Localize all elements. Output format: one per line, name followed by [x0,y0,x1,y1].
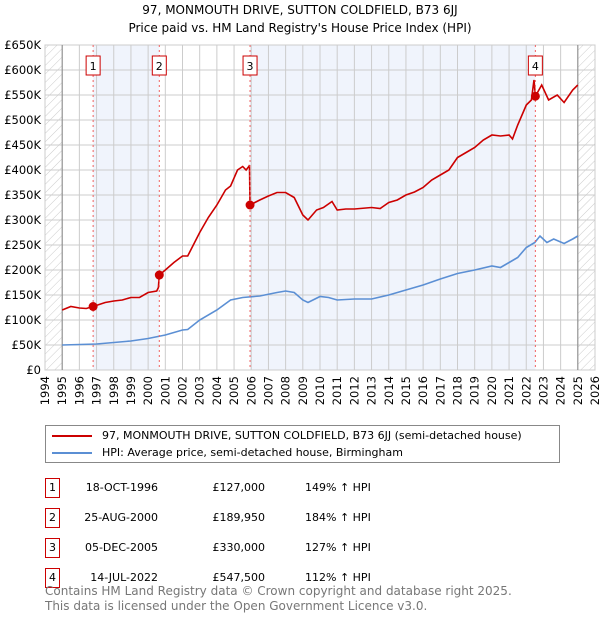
sale-label: 4 [532,60,539,73]
legend-item-hpi: HPI: Average price, semi-detached house,… [52,446,403,459]
x-tick-label: 2010 [313,376,327,405]
footer-licence: This data is licensed under the Open Gov… [45,599,428,613]
x-tick-label: 2007 [261,376,275,405]
x-tick-label: 2026 [588,376,600,405]
y-tick-label: £200K [4,263,41,277]
transaction-row: 1 18-OCT-1996 £127,000 149% ↑ HPI [45,478,445,498]
x-tick-label: 2020 [485,376,499,405]
x-tick-label: 2013 [365,376,379,405]
x-tick-label: 2008 [279,376,293,405]
transaction-row: 2 25-AUG-2000 £189,950 184% ↑ HPI [45,508,445,528]
x-tick-label: 2024 [554,376,568,405]
transaction-hpi-change: 184% ↑ HPI [305,511,371,524]
x-tick-label: 2012 [347,376,361,405]
x-tick-label: 2016 [416,376,430,405]
transaction-price: £330,000 [212,541,266,554]
transaction-date: 18-OCT-1996 [85,481,158,494]
transaction-price: £547,500 [212,571,266,584]
x-tick-label: 2005 [227,376,241,405]
transaction-date: 14-JUL-2022 [90,571,158,584]
x-tick-label: 2019 [468,376,482,405]
transaction-number-badge: 1 [45,478,60,498]
sale-point [530,91,540,101]
price-chart: 97, MONMOUTH DRIVE, SUTTON COLDFIELD, B7… [4,3,600,405]
transaction-hpi-change: 149% ↑ HPI [305,481,371,494]
x-tick-label: 2001 [158,376,172,405]
x-tick-label: 1994 [38,376,52,405]
footer: Contains HM Land Registry data © Crown c… [45,584,512,614]
sale-label-box [527,55,543,76]
sale-label-box [242,55,258,76]
sale-label: 3 [247,60,254,73]
footer-copyright: Contains HM Land Registry data © Crown c… [45,584,512,598]
x-tick-label: 1995 [55,376,69,405]
legend-item-property: 97, MONMOUTH DRIVE, SUTTON COLDFIELD, B7… [52,429,522,442]
transaction-date: 25-AUG-2000 [84,511,158,524]
y-tick-label: £150K [4,288,41,302]
x-tick-label: 1997 [90,376,104,405]
x-tick-label: 2025 [571,376,585,405]
transaction-number-badge: 2 [45,508,60,528]
y-tick-label: £350K [4,188,41,202]
y-tick-label: £650K [4,38,41,52]
x-tick-label: 2017 [433,376,447,405]
transaction-date: 05-DEC-2005 [84,541,158,554]
x-tick-label: 2022 [519,376,533,405]
sale-point [154,270,164,280]
chart-subtitle: Price paid vs. HM Land Registry's House … [128,21,471,35]
sale-point [245,200,255,210]
y-tick-label: £300K [4,213,41,227]
y-tick-label: £100K [4,313,41,327]
y-tick-label: £0 [26,363,41,377]
x-tick-label: 2002 [176,376,190,405]
transaction-row: 3 05-DEC-2005 £330,000 127% ↑ HPI [45,538,445,558]
transaction-row: 4 14-JUL-2022 £547,500 112% ↑ HPI [45,568,445,588]
legend-label: HPI: Average price, semi-detached house,… [102,446,403,459]
transaction-price: £127,000 [212,481,266,494]
y-tick-label: £450K [4,138,41,152]
hpi-series-line [62,234,579,346]
legend-label: 97, MONMOUTH DRIVE, SUTTON COLDFIELD, B7… [102,429,522,442]
x-tick-label: 2021 [502,376,516,405]
x-tick-label: 1999 [124,376,138,405]
transaction-hpi-change: 112% ↑ HPI [305,571,371,584]
sale-label-box [151,55,167,76]
x-tick-label: 2018 [451,376,465,405]
x-tick-label: 2011 [330,376,344,405]
x-tick-label: 2004 [210,376,224,405]
hatched-no-data-region [45,45,63,370]
x-tick-label: 2023 [536,376,550,405]
y-tick-label: £400K [4,163,41,177]
y-tick-label: £550K [4,88,41,102]
sale-label: 2 [156,60,163,73]
plot-border [44,44,596,371]
legend-swatch-red [52,434,92,437]
sale-label: 1 [90,60,97,73]
x-tick-label: 2015 [399,376,413,405]
x-tick-label: 1996 [72,376,86,405]
x-tick-label: 2003 [193,376,207,405]
x-tick-label: 2014 [382,376,396,405]
x-tick-label: 2006 [244,376,258,405]
transaction-hpi-change: 127% ↑ HPI [305,541,371,554]
x-tick-label: 2000 [141,376,155,405]
transaction-number-badge: 4 [45,568,60,588]
y-tick-label: £500K [4,113,41,127]
chart-title: 97, MONMOUTH DRIVE, SUTTON COLDFIELD, B7… [142,3,457,17]
sale-point [88,302,98,311]
hatched-no-data-region [577,45,595,370]
ownership-shaded-period [93,45,160,370]
sale-label-box [85,55,101,76]
property-price-series-line [61,79,579,311]
y-tick-label: £50K [12,338,42,352]
transaction-price: £189,950 [212,511,266,524]
legend-swatch-blue [52,451,92,454]
ownership-shaded-period [250,45,536,370]
x-tick-label: 1998 [107,376,121,405]
chart-legend: 97, MONMOUTH DRIVE, SUTTON COLDFIELD, B7… [45,425,560,463]
y-tick-label: £600K [4,63,41,77]
y-tick-label: £250K [4,238,41,252]
transaction-number-badge: 3 [45,538,60,558]
x-tick-label: 2009 [296,376,310,405]
